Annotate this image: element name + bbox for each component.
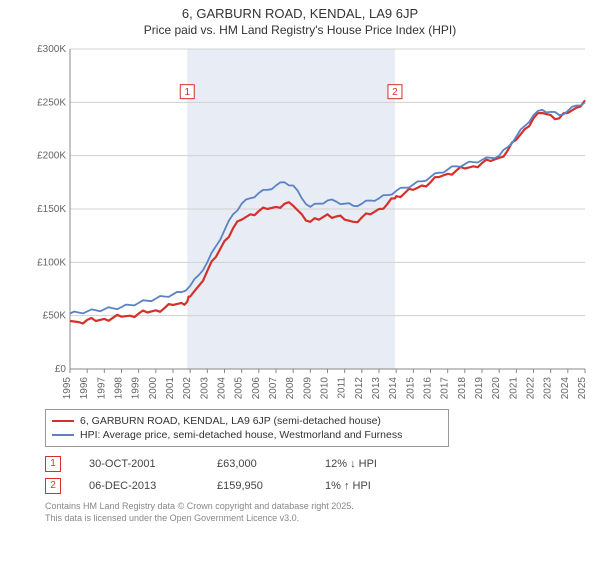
legend-label: 6, GARBURN ROAD, KENDAL, LA9 6JP (semi-d… xyxy=(80,415,381,427)
transaction-date: 06-DEC-2013 xyxy=(89,480,189,492)
chart-title: 6, GARBURN ROAD, KENDAL, LA9 6JP xyxy=(0,6,600,23)
svg-text:1997: 1997 xyxy=(96,376,107,399)
footer-line: This data is licensed under the Open Gov… xyxy=(45,513,580,525)
svg-text:2010: 2010 xyxy=(320,376,331,399)
svg-text:1998: 1998 xyxy=(114,376,125,399)
footer-line: Contains HM Land Registry data © Crown c… xyxy=(45,501,580,513)
legend-label: HPI: Average price, semi-detached house,… xyxy=(80,429,402,441)
svg-text:2017: 2017 xyxy=(440,376,451,399)
transaction-price: £159,950 xyxy=(217,480,297,492)
chart-subtitle: Price paid vs. HM Land Registry's House … xyxy=(0,23,600,37)
svg-text:2009: 2009 xyxy=(302,376,313,399)
svg-text:£0: £0 xyxy=(55,364,67,375)
svg-text:£150K: £150K xyxy=(37,204,66,215)
svg-text:2: 2 xyxy=(392,87,398,98)
svg-text:2015: 2015 xyxy=(405,376,416,399)
svg-text:£100K: £100K xyxy=(37,257,66,268)
svg-text:2008: 2008 xyxy=(285,376,296,399)
svg-text:2016: 2016 xyxy=(423,376,434,399)
transaction-date: 30-OCT-2001 xyxy=(89,458,189,470)
transaction-badge: 2 xyxy=(45,478,61,494)
svg-text:2022: 2022 xyxy=(526,376,537,399)
svg-text:£50K: £50K xyxy=(43,311,67,322)
svg-text:1: 1 xyxy=(184,87,190,98)
legend-swatch xyxy=(52,434,74,436)
svg-text:2006: 2006 xyxy=(251,376,262,399)
svg-text:2000: 2000 xyxy=(148,376,159,399)
svg-text:2014: 2014 xyxy=(388,376,399,399)
transaction-list: 1 30-OCT-2001 £63,000 12% ↓ HPI 2 06-DEC-2013… xyxy=(45,453,580,497)
line-chart: £0 £50K £100K £150K £200K £250K £300K 1995 1996 1… xyxy=(30,41,590,401)
svg-text:1996: 1996 xyxy=(79,376,90,399)
transaction-badge: 1 xyxy=(45,456,61,472)
transaction-price: £63,000 xyxy=(217,458,297,470)
svg-text:2019: 2019 xyxy=(474,376,485,399)
svg-text:2005: 2005 xyxy=(234,376,245,399)
svg-text:£200K: £200K xyxy=(37,151,66,162)
svg-text:1999: 1999 xyxy=(131,376,142,399)
svg-text:2021: 2021 xyxy=(508,376,519,399)
legend: 6, GARBURN ROAD, KENDAL, LA9 6JP (semi-d… xyxy=(45,409,449,447)
svg-text:2023: 2023 xyxy=(543,376,554,399)
legend-item: HPI: Average price, semi-detached house,… xyxy=(52,428,442,442)
transaction-change: 12% ↓ HPI xyxy=(325,458,415,470)
attribution-footer: Contains HM Land Registry data © Crown c… xyxy=(45,501,580,524)
svg-text:2007: 2007 xyxy=(268,376,279,399)
svg-text:2011: 2011 xyxy=(337,376,348,398)
svg-text:2024: 2024 xyxy=(560,376,571,399)
transaction-change: 1% ↑ HPI xyxy=(325,480,415,492)
svg-text:2002: 2002 xyxy=(182,376,193,399)
svg-text:2025: 2025 xyxy=(577,376,588,399)
legend-swatch xyxy=(52,420,74,422)
svg-text:2013: 2013 xyxy=(371,376,382,399)
svg-text:2004: 2004 xyxy=(217,376,228,399)
svg-text:2020: 2020 xyxy=(491,376,502,399)
svg-text:2012: 2012 xyxy=(354,376,365,399)
svg-text:£300K: £300K xyxy=(37,44,66,55)
svg-text:£250K: £250K xyxy=(37,97,66,108)
svg-text:2001: 2001 xyxy=(165,376,176,399)
chart-area: £0 £50K £100K £150K £200K £250K £300K 1995 1996 1… xyxy=(30,41,590,401)
svg-text:2018: 2018 xyxy=(457,376,468,399)
legend-item: 6, GARBURN ROAD, KENDAL, LA9 6JP (semi-d… xyxy=(52,414,442,428)
svg-text:2003: 2003 xyxy=(199,376,210,399)
transaction-row: 2 06-DEC-2013 £159,950 1% ↑ HPI xyxy=(45,475,580,497)
transaction-row: 1 30-OCT-2001 £63,000 12% ↓ HPI xyxy=(45,453,580,475)
svg-text:1995: 1995 xyxy=(62,376,73,399)
